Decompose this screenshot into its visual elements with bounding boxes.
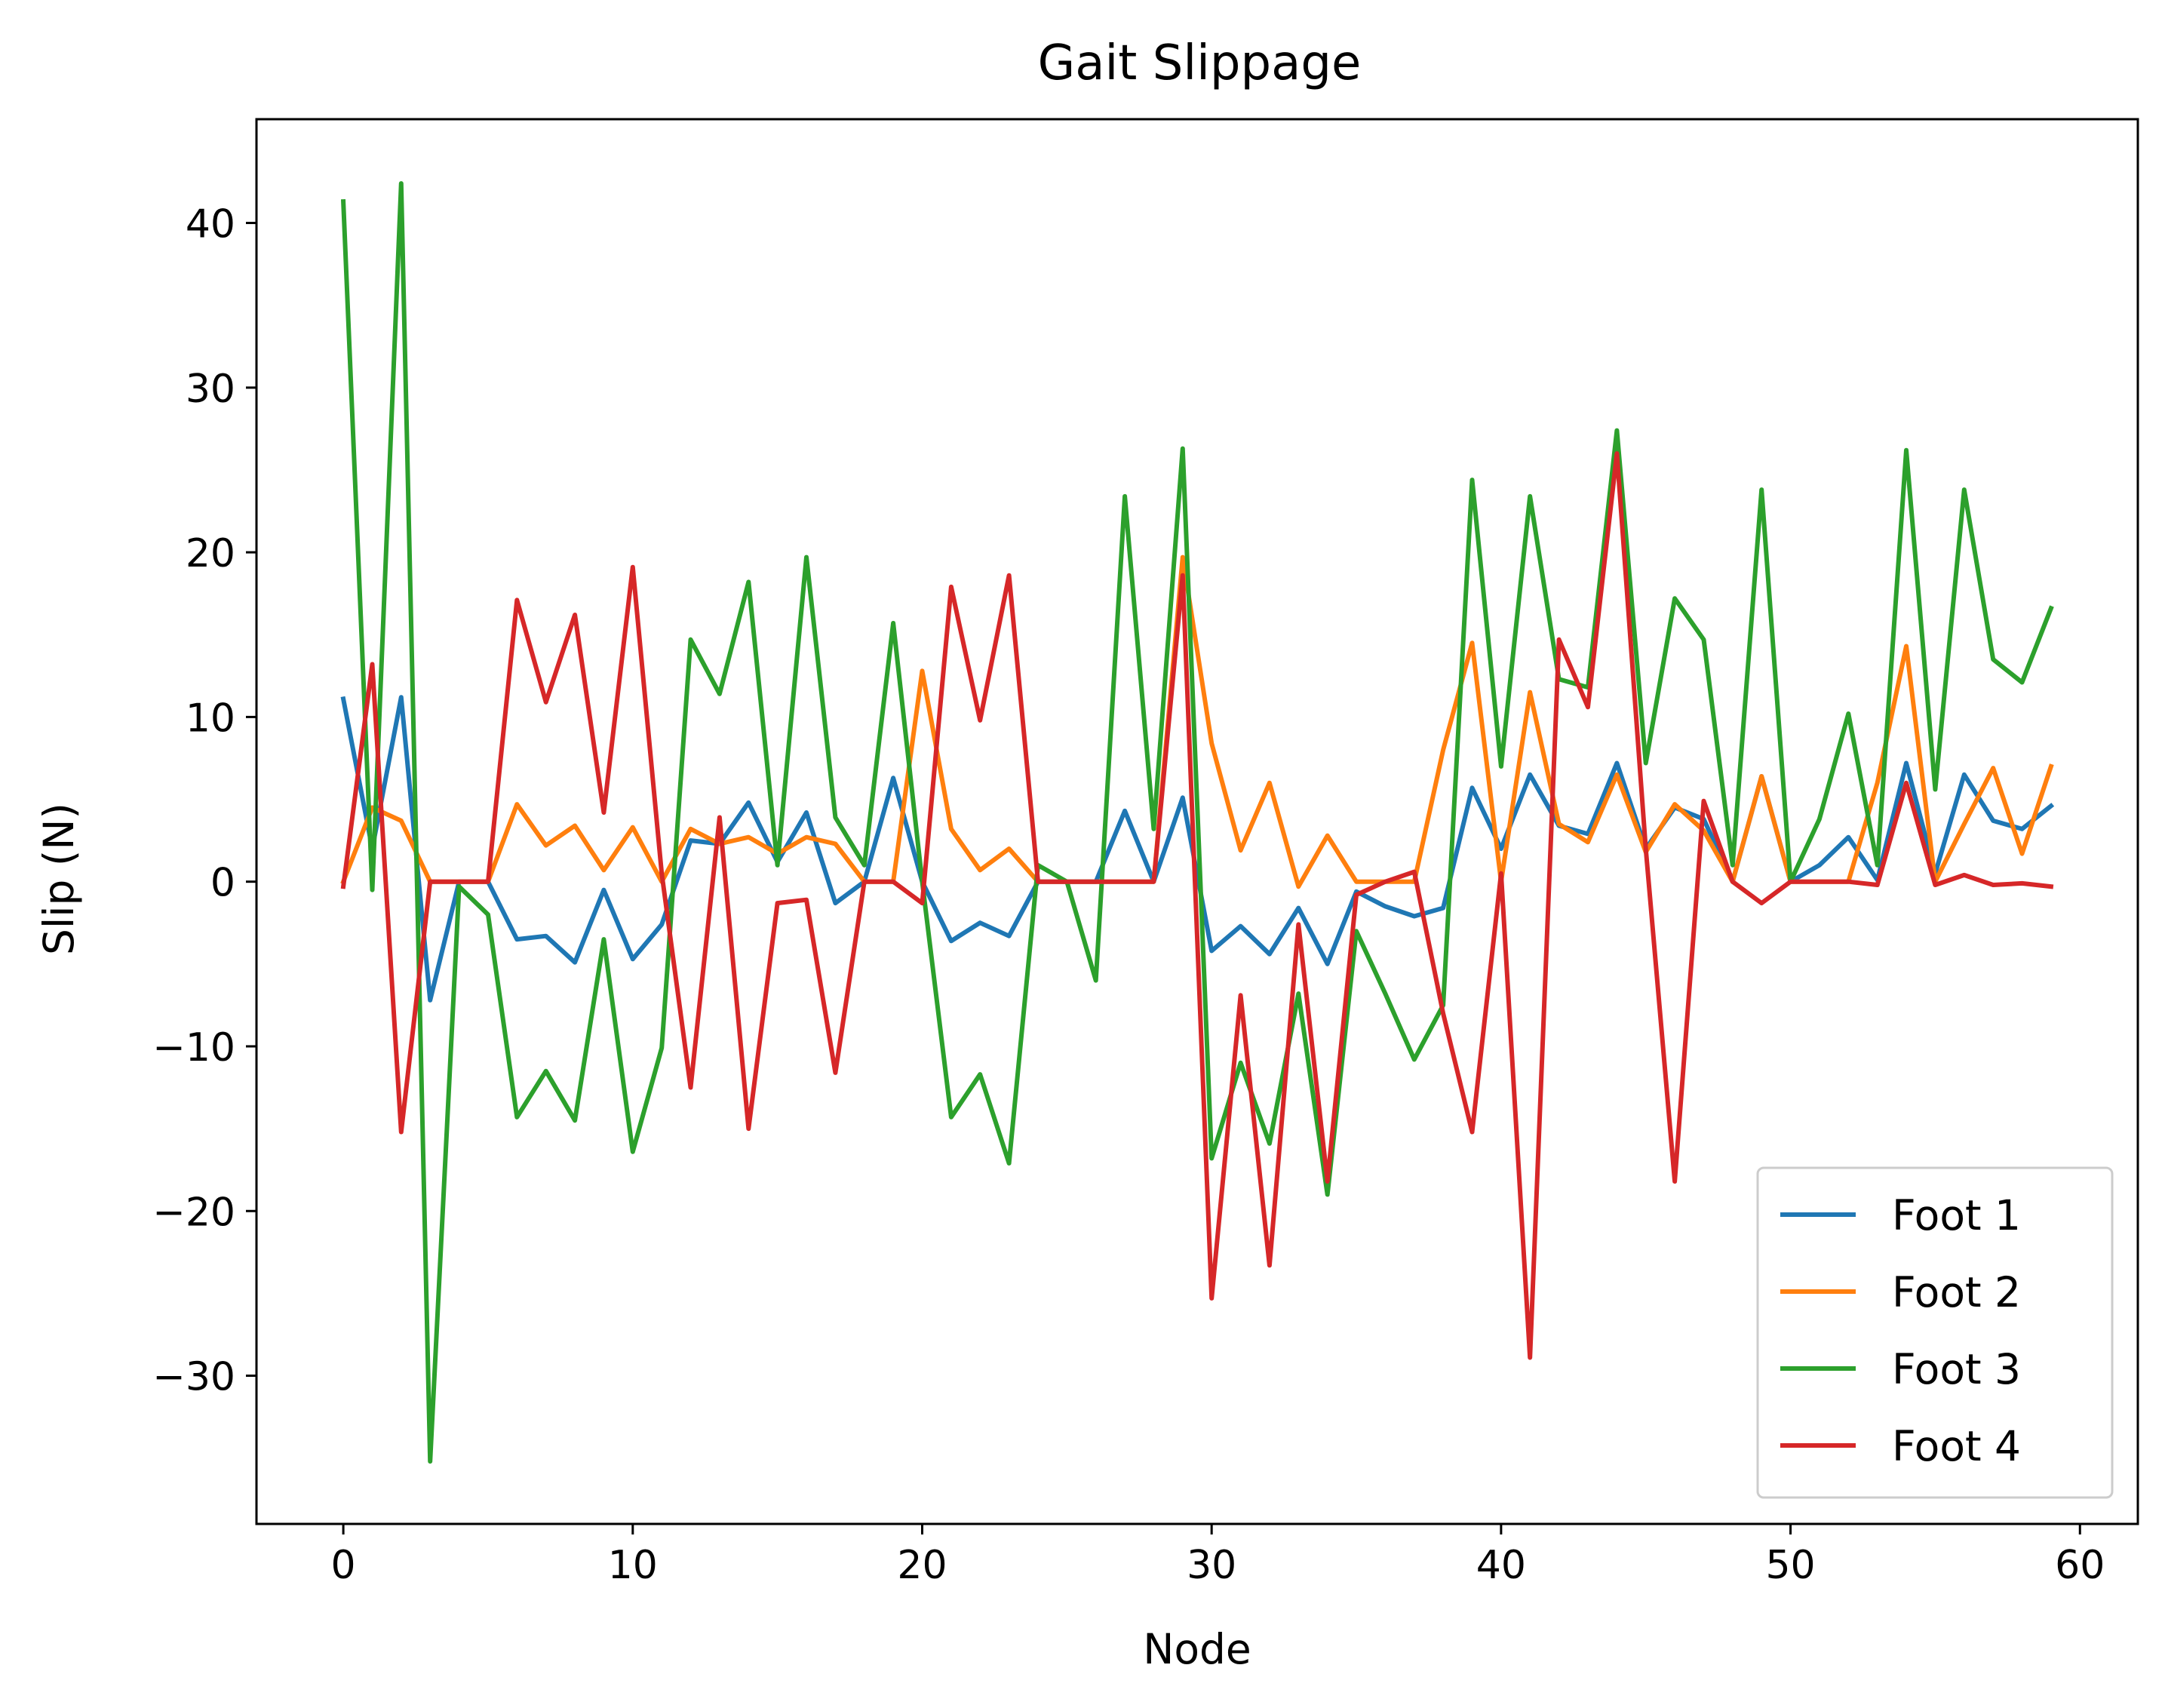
legend-label: Foot 4 bbox=[1892, 1422, 2021, 1470]
series-line-foot-3 bbox=[340, 181, 2054, 1464]
y-tick-label: 40 bbox=[186, 202, 235, 247]
y-tick-label: 0 bbox=[210, 861, 235, 906]
plot-frame bbox=[255, 118, 2139, 1525]
x-tick-label: 10 bbox=[608, 1543, 658, 1588]
chart-title: Gait Slippage bbox=[1038, 35, 1362, 91]
x-tick-label: 60 bbox=[2055, 1543, 2105, 1588]
y-tick-label: −10 bbox=[152, 1025, 235, 1071]
x-axis-label: Node bbox=[1143, 1625, 1251, 1673]
legend-box bbox=[1756, 1166, 2114, 1499]
y-tick-label: 20 bbox=[186, 531, 235, 576]
series-line-foot-2 bbox=[340, 554, 2054, 889]
x-axis-ticks: 0 10 20 30 40 50 60 bbox=[331, 1524, 2105, 1588]
y-tick-label: 10 bbox=[186, 696, 235, 741]
legend-label: Foot 3 bbox=[1892, 1345, 2021, 1393]
y-axis-label: Slip (N) bbox=[35, 803, 83, 955]
series-lines bbox=[340, 181, 2055, 1464]
plot-area: 0 10 20 30 40 50 60 −30 −20 −10 0 10 20 30 40 bbox=[152, 118, 2139, 1588]
y-tick-label: −30 bbox=[152, 1355, 235, 1400]
y-tick-label: 30 bbox=[186, 367, 235, 412]
legend: Foot 1 Foot 2 Foot 3 Foot 4 bbox=[1756, 1166, 2114, 1499]
legend-label: Foot 2 bbox=[1892, 1268, 2021, 1316]
legend-label: Foot 1 bbox=[1892, 1191, 2021, 1240]
y-tick-label: −20 bbox=[152, 1190, 235, 1235]
x-tick-label: 0 bbox=[331, 1543, 356, 1588]
x-tick-label: 50 bbox=[1765, 1543, 1815, 1588]
series-line-foot-4 bbox=[340, 451, 2054, 1360]
x-tick-label: 20 bbox=[897, 1543, 947, 1588]
x-tick-label: 40 bbox=[1476, 1543, 1526, 1588]
x-tick-label: 30 bbox=[1187, 1543, 1236, 1588]
y-axis-ticks: −30 −20 −10 0 10 20 30 40 bbox=[152, 202, 256, 1400]
